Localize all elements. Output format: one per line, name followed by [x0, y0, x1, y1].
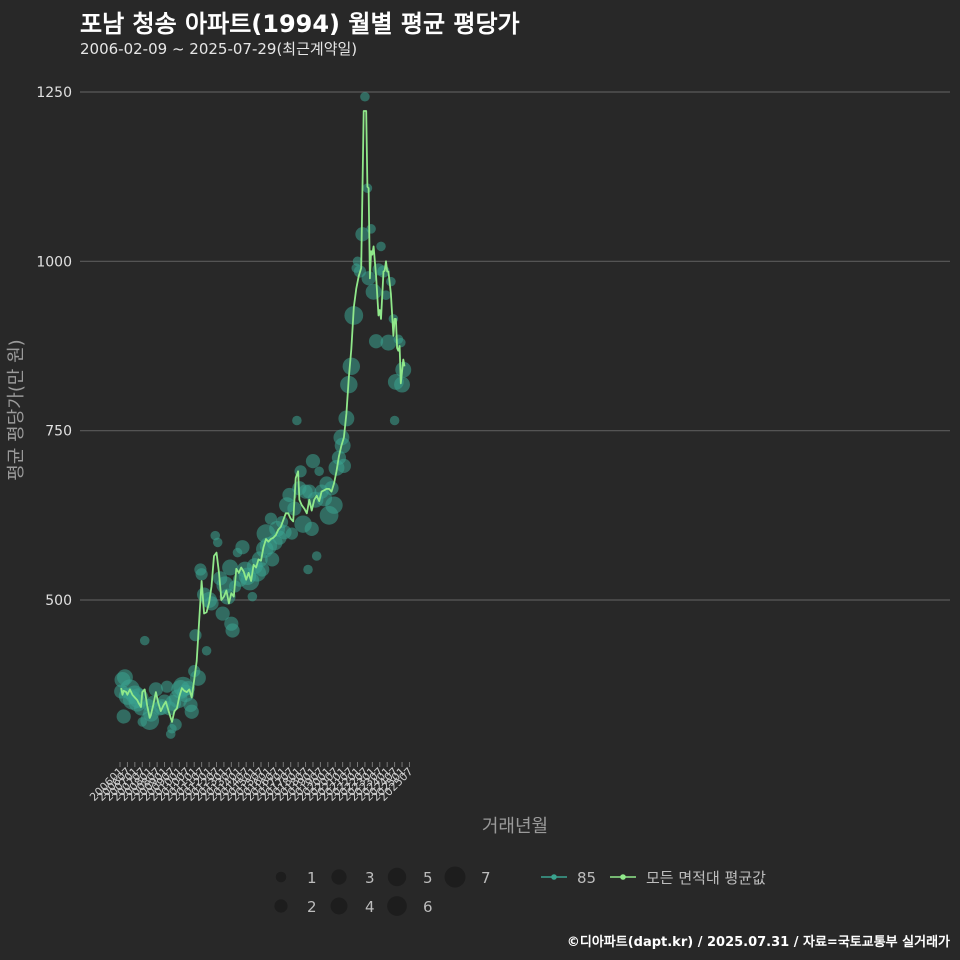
data-point — [247, 591, 258, 602]
data-point — [376, 241, 386, 252]
legend-size-circle-5 — [387, 867, 407, 887]
legend-size-circle-4 — [330, 897, 348, 915]
series-85-points — [114, 91, 412, 739]
data-point — [215, 606, 230, 621]
legend-key-dot-모든 면적대 평균값 — [620, 874, 626, 880]
data-point — [212, 537, 223, 548]
legend-size-label-3: 3 — [365, 869, 375, 887]
data-point — [352, 256, 363, 267]
data-point — [189, 669, 206, 686]
legend-size-label-6: 6 — [423, 898, 433, 916]
y-tick-750: 750 — [45, 424, 72, 440]
data-point — [334, 437, 351, 454]
data-point — [386, 276, 396, 287]
data-point — [305, 454, 321, 469]
data-point — [139, 635, 150, 646]
legend-series-label: 모든 면적대 평균값 — [646, 869, 766, 887]
data-point — [394, 376, 410, 393]
legend-key-dot-85 — [551, 874, 557, 880]
y-tick-1250: 1250 — [36, 85, 72, 101]
data-point — [361, 271, 376, 286]
data-point — [342, 357, 361, 376]
source-credit: ©디아파트(dapt.kr) / 2025.07.31 / 자료=국토교통부 실… — [566, 935, 950, 950]
data-point — [189, 629, 202, 642]
data-point — [292, 415, 302, 426]
data-point — [148, 682, 163, 697]
data-point — [282, 487, 297, 503]
data-point — [235, 540, 250, 555]
data-point — [303, 564, 313, 575]
data-point — [389, 415, 400, 426]
data-point — [360, 91, 370, 102]
y-tick-500: 500 — [45, 593, 72, 609]
data-point — [380, 334, 397, 351]
data-point — [365, 283, 382, 300]
data-point — [324, 481, 339, 496]
data-point — [160, 680, 174, 693]
y-tick-labels: 500 750 1000 1250 — [36, 85, 72, 609]
data-point — [395, 361, 412, 378]
legend-size-label-4: 4 — [365, 898, 375, 916]
series-average-line — [120, 110, 406, 723]
y-tick-1000: 1000 — [36, 254, 72, 270]
legend-size-circle-3 — [331, 869, 347, 885]
average-line-path — [120, 110, 406, 723]
data-point — [311, 551, 322, 561]
legend-size-label-2: 2 — [307, 898, 317, 916]
data-point — [336, 458, 351, 473]
chart-title: 포남 청송 아파트(1994) 월별 평균 평당가 — [80, 10, 520, 38]
legend-size-circle-6 — [387, 896, 407, 916]
data-point — [255, 562, 270, 577]
chart-subtitle: 2006-02-09 ~ 2025-07-29(최근계약일) — [80, 40, 358, 58]
data-point — [184, 704, 199, 719]
data-point — [225, 623, 240, 638]
data-point — [285, 527, 299, 540]
data-point — [222, 559, 239, 576]
data-point — [314, 466, 324, 477]
legend: 1 2 3 4 5 6 7 85 모든 면적대 평균값 — [274, 866, 766, 916]
data-point — [201, 646, 212, 656]
legend-size-circle-7 — [444, 866, 466, 888]
data-point — [204, 596, 219, 611]
legend-size-circle-2 — [274, 899, 288, 913]
data-point — [195, 568, 208, 581]
x-tick-labels: 2006012006072007012007072008012008072009… — [87, 762, 416, 804]
legend-series-label: 85 — [577, 869, 596, 887]
legend-size-label-5: 5 — [423, 869, 433, 887]
y-gridlines — [80, 91, 950, 601]
legend-size-circle-1 — [275, 871, 287, 883]
data-point — [265, 552, 280, 567]
data-point — [325, 496, 343, 514]
x-axis-title: 거래년월 — [482, 816, 548, 837]
legend-size-label-1: 1 — [307, 869, 317, 887]
y-axis-title: 평균 평당가(만 원) — [6, 339, 27, 480]
data-point — [366, 224, 376, 234]
data-point — [304, 521, 319, 536]
data-point — [381, 290, 391, 300]
legend-size-label-7: 7 — [481, 869, 491, 887]
data-point — [368, 334, 384, 349]
data-point — [116, 709, 131, 724]
data-point — [396, 337, 406, 348]
